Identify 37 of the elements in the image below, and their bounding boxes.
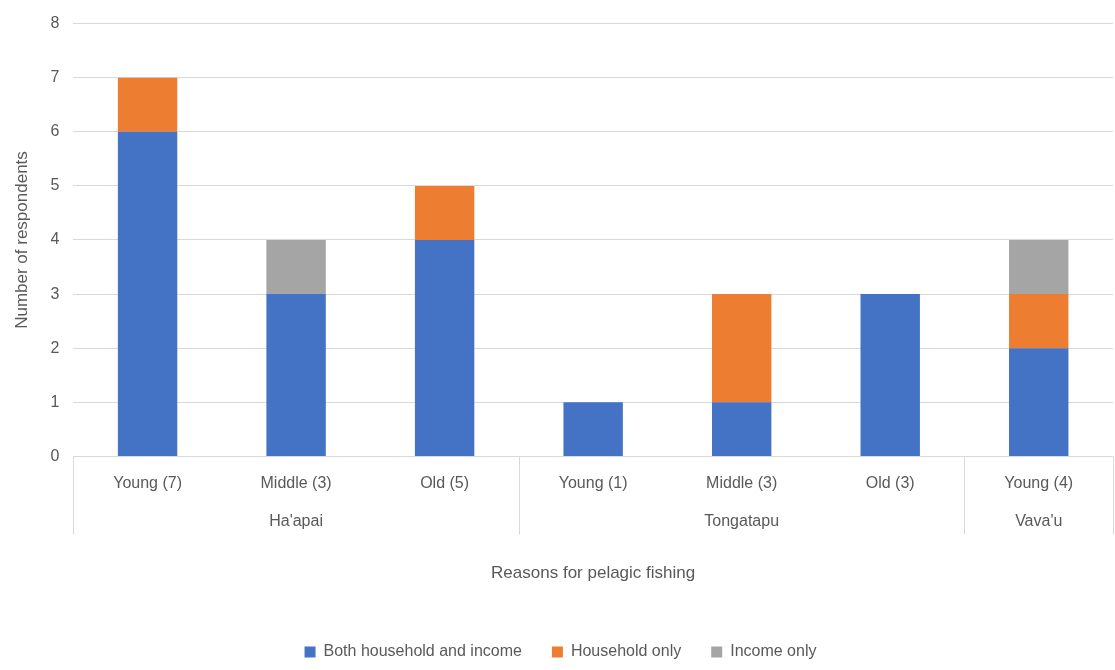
bar <box>1009 294 1069 349</box>
y-tick-label: 4 <box>50 230 60 248</box>
bar <box>1009 348 1069 456</box>
text: Ha'apai <box>269 511 323 529</box>
y-tick-label: 8 <box>50 14 60 32</box>
y-tick-label: 6 <box>50 122 60 140</box>
bar <box>563 402 623 456</box>
legend-label: Household only <box>570 642 682 660</box>
y-tick-label: 2 <box>50 338 60 356</box>
x-tick-label: Old (3) <box>865 474 915 492</box>
y-tick-label: 1 <box>50 392 60 410</box>
bar <box>266 240 326 295</box>
text: Tongatapu <box>704 511 780 529</box>
bar <box>117 77 178 132</box>
x-tick-label: Young (1) <box>558 474 628 492</box>
text: Vava'u <box>1015 511 1063 529</box>
y-tick-label: 3 <box>50 284 60 302</box>
x-tick-label: Young (7) <box>113 474 182 492</box>
x-tick-label: Middle (3) <box>706 474 778 492</box>
bar <box>1009 240 1069 295</box>
x-tick-label: Old (5) <box>420 474 470 492</box>
bar <box>117 131 178 456</box>
legend-label: Both household and income <box>323 642 522 660</box>
x-axis-title: Reasons for pelagic fishing <box>491 563 696 583</box>
bar <box>860 294 920 456</box>
bar <box>266 294 326 456</box>
bar <box>711 294 772 403</box>
y-tick-label: 7 <box>50 68 60 86</box>
bar <box>711 402 772 456</box>
y-tick-label: 5 <box>50 176 60 194</box>
x-tick-label: Young (4) <box>1004 474 1074 492</box>
y-axis-title: Number of respondents <box>11 151 31 329</box>
bar <box>414 240 475 456</box>
y-tick-label: 0 <box>50 446 60 464</box>
bar <box>414 185 475 240</box>
legend-label: Income only <box>730 642 817 660</box>
x-tick-label: Middle (3) <box>260 474 332 492</box>
